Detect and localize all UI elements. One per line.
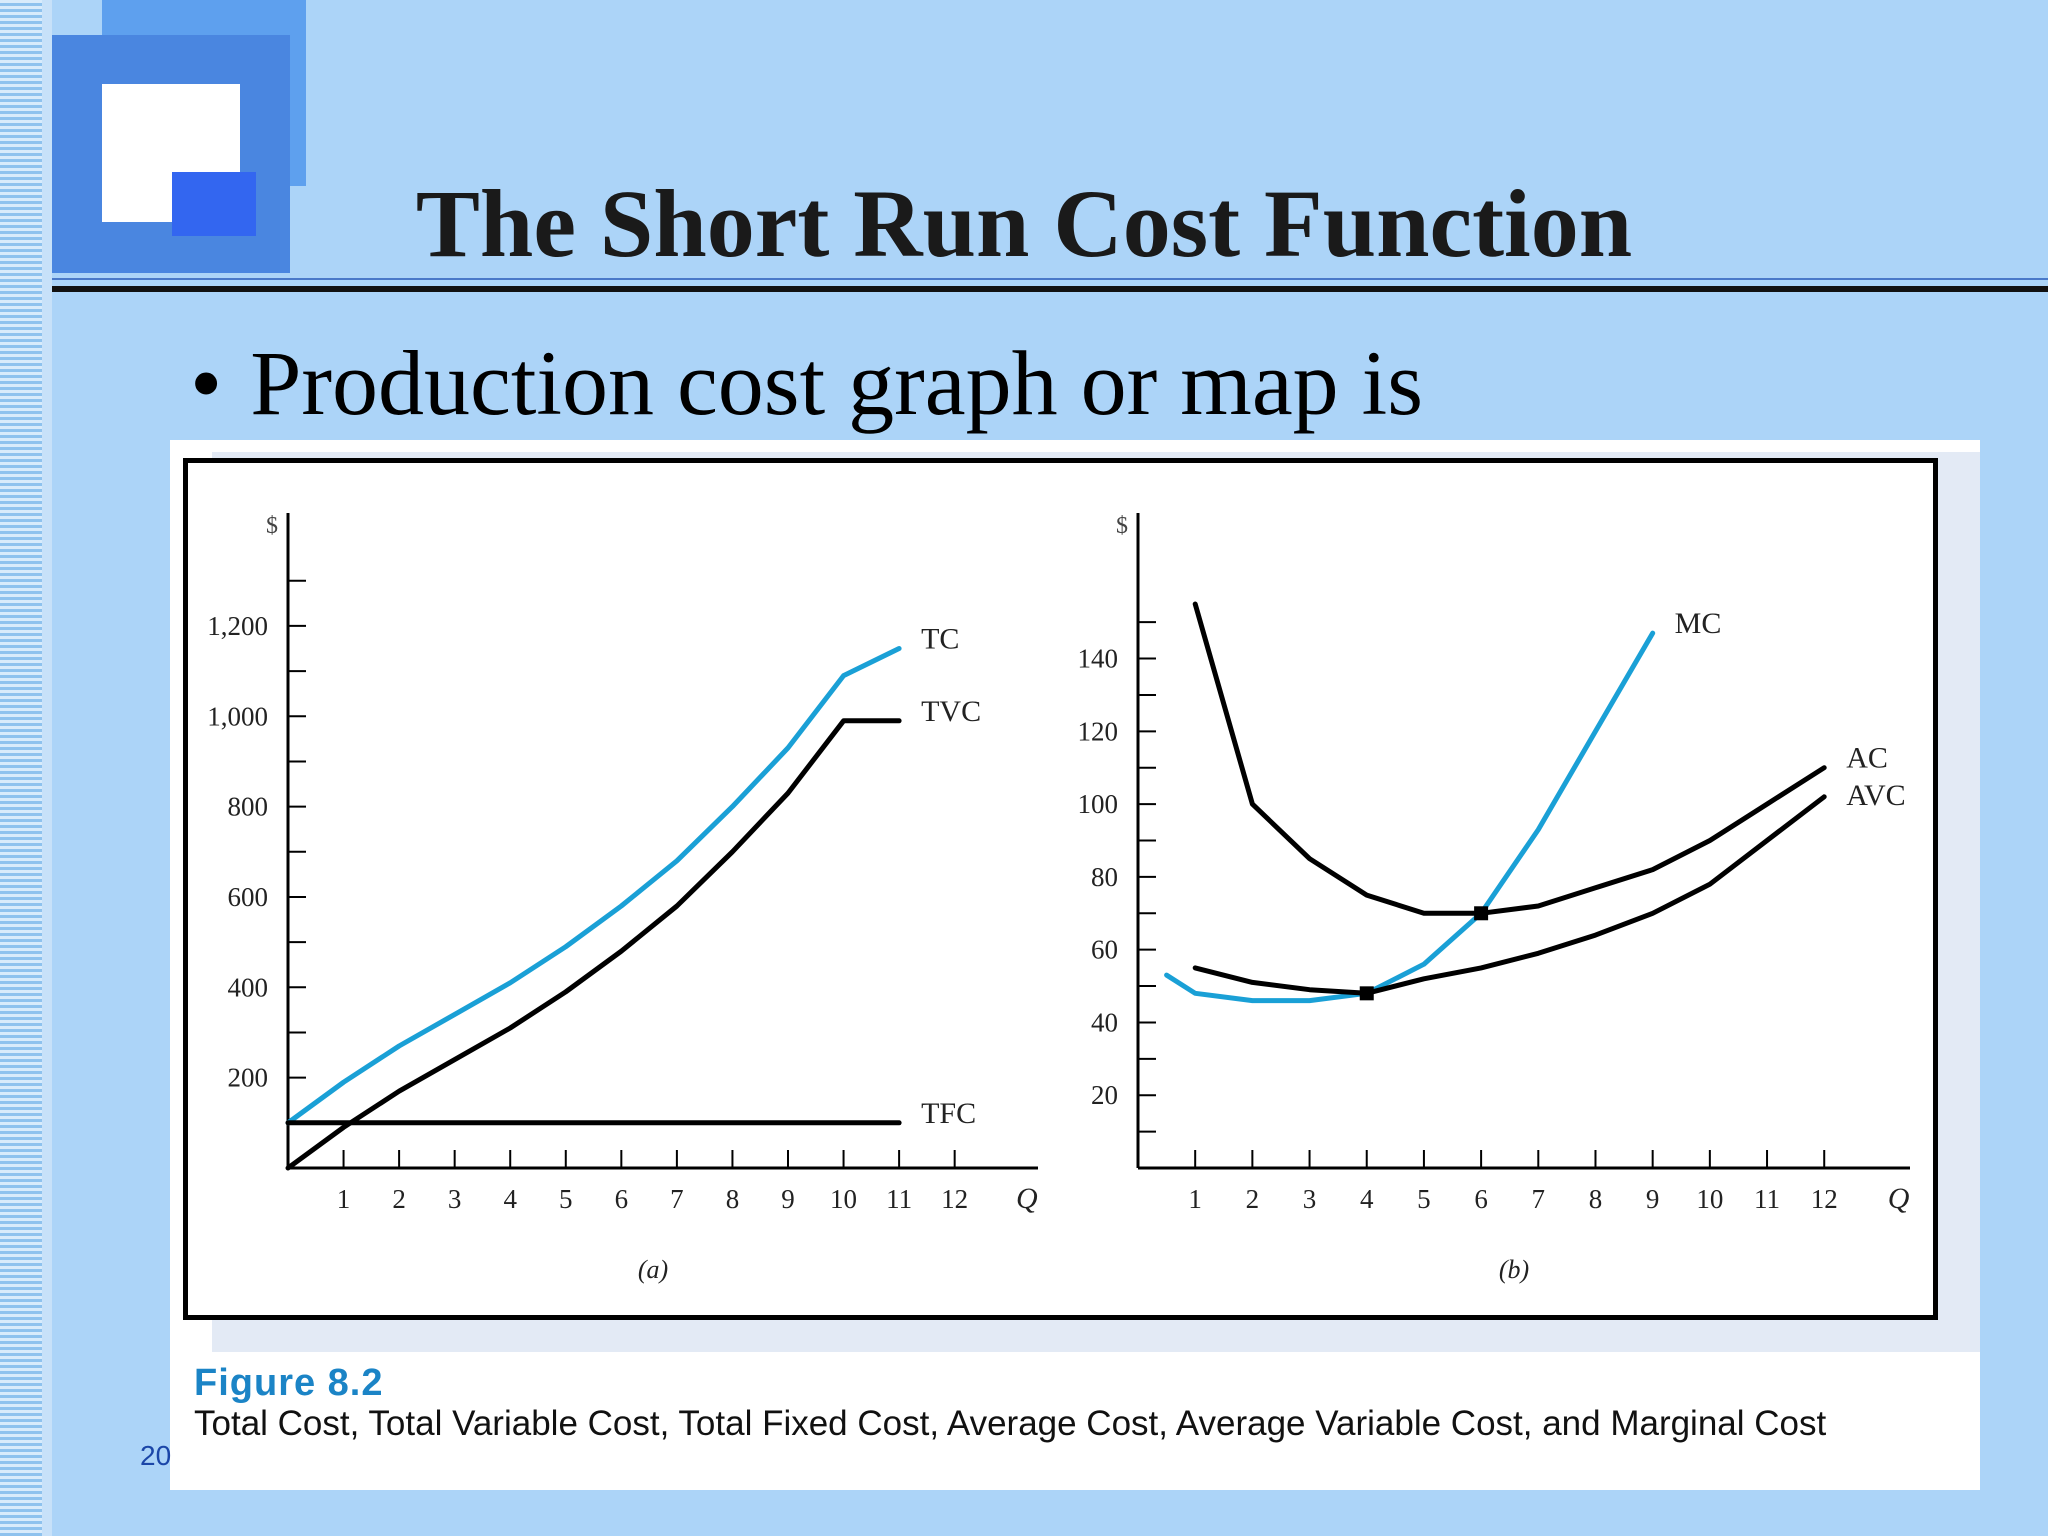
series-label-1-AVC: AVC	[1846, 779, 1905, 812]
marker-1-1	[1474, 906, 1489, 921]
x-tick-label-0-8: 9	[781, 1184, 795, 1214]
x-tick-label-0-1: 2	[392, 1184, 406, 1214]
y-tick-label-0-2: 600	[228, 882, 269, 912]
x-tick-label-1-9: 10	[1696, 1184, 1723, 1214]
x-axis-label-0: Q	[1016, 1182, 1038, 1215]
x-tick-label-1-6: 7	[1532, 1184, 1546, 1214]
x-tick-label-0-2: 3	[448, 1184, 462, 1214]
figure-frame: 200 400 600 800 1,000 1,200 $1 2 3 4 5 6 7 8 9 10 11 12 Q(…	[183, 458, 1938, 1320]
logo-square-blue	[172, 172, 256, 236]
x-tick-label-0-3: 4	[503, 1184, 517, 1214]
x-tick-label-1-11: 12	[1811, 1184, 1838, 1214]
title-rule	[52, 286, 2048, 292]
x-tick-label-0-5: 6	[615, 1184, 629, 1214]
series-label-0-TFC: TFC	[921, 1097, 976, 1130]
x-tick-label-1-7: 8	[1589, 1184, 1603, 1214]
bullet-icon: •	[190, 332, 223, 434]
x-tick-label-0-11: 12	[941, 1184, 968, 1214]
y-axis-label-1: $	[1116, 513, 1128, 539]
bullet-point: • Production cost graph or map is	[190, 330, 1423, 436]
y-tick-label-1-1: 40	[1091, 1007, 1118, 1037]
x-axis-label-1: Q	[1888, 1182, 1910, 1215]
series-1-MC	[1164, 630, 1656, 1004]
y-tick-label-0-4: 1,000	[207, 701, 268, 731]
x-tick-label-0-9: 10	[830, 1184, 857, 1214]
figure-number: Figure 8.2	[194, 1362, 384, 1404]
series-label-0-TVC: TVC	[921, 695, 981, 728]
y-tick-label-1-3: 80	[1091, 862, 1118, 892]
x-tick-label-0-7: 8	[726, 1184, 740, 1214]
x-tick-label-1-2: 3	[1303, 1184, 1317, 1214]
y-tick-label-0-0: 200	[228, 1063, 269, 1093]
marker-1-0	[1359, 986, 1374, 1001]
x-tick-label-1-5: 6	[1474, 1184, 1488, 1214]
bullet-text: Production cost graph or map is	[250, 332, 1424, 434]
y-tick-label-1-5: 120	[1078, 716, 1119, 746]
x-tick-label-1-4: 5	[1417, 1184, 1431, 1214]
y-tick-label-1-0: 20	[1091, 1080, 1118, 1110]
series-0-TVC	[285, 718, 902, 1171]
title-rule-accent	[52, 278, 2048, 280]
y-tick-label-1-6: 140	[1078, 644, 1119, 674]
series-label-1-AC: AC	[1846, 742, 1888, 775]
x-tick-label-1-8: 9	[1646, 1184, 1660, 1214]
y-tick-label-1-2: 60	[1091, 935, 1118, 965]
x-tick-label-0-10: 11	[886, 1184, 912, 1214]
x-tick-label-1-0: 1	[1188, 1184, 1202, 1214]
y-tick-label-0-3: 800	[228, 792, 269, 822]
panel-label-1: (b)	[1499, 1255, 1529, 1284]
y-tick-label-0-5: 1,200	[207, 611, 268, 641]
decorative-left-stripe	[0, 0, 52, 1536]
series-1-AC	[1192, 601, 1827, 916]
panel-label-0: (a)	[638, 1255, 668, 1284]
y-tick-label-0-1: 400	[228, 972, 269, 1002]
x-tick-label-1-3: 4	[1360, 1184, 1374, 1214]
x-tick-label-1-10: 11	[1754, 1184, 1780, 1214]
slide-title: The Short Run Cost Function	[415, 170, 1633, 277]
figure-caption: Total Cost, Total Variable Cost, Total F…	[194, 1404, 1827, 1443]
y-axis-label-0: $	[266, 513, 278, 539]
series-label-0-TC: TC	[921, 623, 959, 656]
x-tick-label-0-6: 7	[670, 1184, 684, 1214]
x-tick-label-0-0: 1	[337, 1184, 351, 1214]
series-1-AVC	[1192, 794, 1827, 996]
slide-number: 20	[140, 1440, 172, 1471]
series-label-1-MC: MC	[1675, 607, 1722, 640]
x-tick-label-0-4: 5	[559, 1184, 573, 1214]
series-0-TC	[285, 646, 902, 1126]
x-tick-label-1-1: 2	[1246, 1184, 1260, 1214]
y-tick-label-1-4: 100	[1078, 789, 1119, 819]
